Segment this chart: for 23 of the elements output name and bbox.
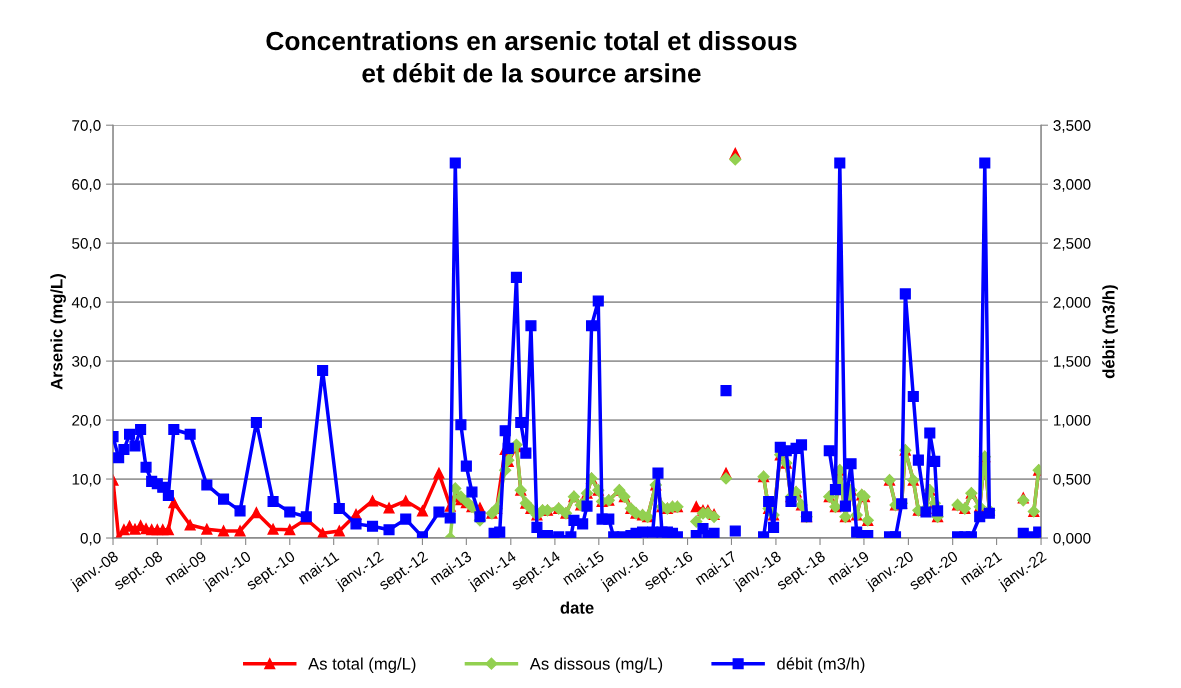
y-tick-label: 20,0 (72, 414, 101, 428)
y-tick-label: 50,0 (72, 238, 101, 251)
legend-label: As dissous (mg/L) (529, 657, 663, 673)
y2-tick-label: 0,500 (1053, 473, 1091, 487)
y-tick-label: 40,0 (71, 297, 101, 310)
y2-tick-label: 2,500 (1053, 238, 1091, 251)
chart-title: Concentrations en arsenic total et dissous et débit de la source arsine (266, 30, 797, 83)
y-axis-title: Arsenic (mg/L) (50, 274, 66, 390)
y2-tick-label: 1,000 (1054, 414, 1091, 428)
y2-tick-label: 2,000 (1053, 297, 1091, 310)
y2-tick-label: 3,000 (1053, 179, 1091, 192)
y2-axis-title: débit (m3/h) (1102, 285, 1118, 379)
y-tick-label: 0,0 (80, 532, 101, 546)
legend-label: débit (m3/h) (777, 657, 865, 673)
y-tick-label: 30,0 (72, 355, 101, 369)
y2-tick-label: 1,500 (1054, 355, 1091, 369)
y-tick-label: 60,0 (72, 179, 101, 192)
y2-tick-label: 3,500 (1053, 120, 1091, 133)
y-tick-label: 70,0 (72, 120, 101, 133)
x-axis-title: date (560, 601, 594, 614)
legend-label: As total (mg/L) (308, 657, 416, 673)
y-tick-label: 10,0 (72, 473, 101, 487)
y2-tick-label: 0,000 (1053, 532, 1091, 546)
